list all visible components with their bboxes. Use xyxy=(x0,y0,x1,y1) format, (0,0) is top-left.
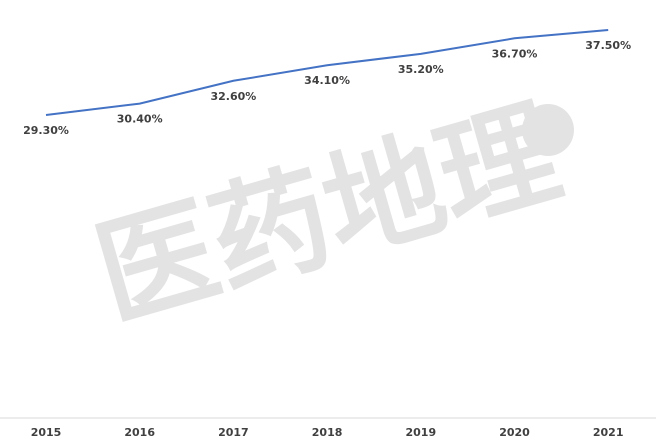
data-label: 32.60% xyxy=(210,90,256,103)
data-label: 30.40% xyxy=(117,113,163,126)
data-label: 29.30% xyxy=(23,124,69,137)
watermark-globe xyxy=(522,104,574,156)
line xyxy=(45,29,609,116)
x-tick-label: 2016 xyxy=(124,426,155,439)
data-label: 37.50% xyxy=(585,39,631,52)
x-tick-label: 2018 xyxy=(312,426,343,439)
data-label: 36.70% xyxy=(492,47,538,60)
x-tick-label: 2015 xyxy=(31,426,62,439)
x-tick-label: 2021 xyxy=(593,426,624,439)
x-tick-label: 2020 xyxy=(499,426,530,439)
x-tick-label: 2019 xyxy=(405,426,436,439)
data-label: 35.20% xyxy=(398,63,444,76)
data-label: 34.10% xyxy=(304,74,350,87)
x-tick-label: 2017 xyxy=(218,426,249,439)
